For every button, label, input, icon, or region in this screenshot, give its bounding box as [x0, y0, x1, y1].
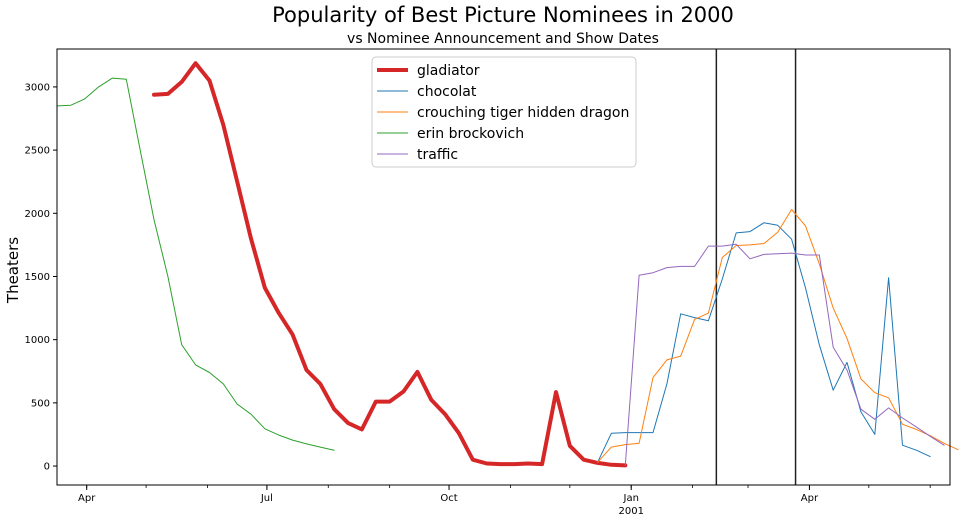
y-axis-label: Theaters: [4, 237, 22, 304]
series-line-traffic: [624, 243, 945, 466]
legend: [371, 56, 637, 168]
y-tick-label: 500: [31, 398, 50, 409]
y-tick-label: 2500: [25, 146, 50, 157]
y-tick-label: 3000: [25, 82, 50, 93]
x-tick-label: Jan: [623, 493, 639, 504]
chart-subtitle: vs Nominee Announcement and Show Dates: [347, 31, 659, 47]
x-tick-label: Apr: [801, 493, 819, 504]
series-line-erin-brockovich: [56, 77, 335, 451]
legend-label-gladiator: gladiator: [417, 63, 480, 79]
chart-title: Popularity of Best Picture Nominees in 2…: [272, 3, 734, 27]
y-tick-label: 1000: [25, 335, 50, 346]
x-tick-label: Apr: [78, 493, 96, 504]
y-tick-label: 0: [44, 462, 50, 473]
y-tick-label: 2000: [25, 209, 50, 220]
series-line-gladiator: [152, 61, 628, 468]
legend-label-crouching-tiger-hidden-dragon: crouching tiger hidden dragon: [417, 105, 629, 121]
x-tick-label: Jul: [260, 493, 273, 504]
x-tick-sublabel: 2001: [618, 506, 643, 517]
legend-label-chocolat: chocolat: [417, 84, 477, 100]
y-tick-label: 1500: [25, 272, 50, 283]
series-line-chocolat: [597, 222, 931, 463]
series-line-crouching-tiger-hidden-dragon: [597, 209, 959, 463]
plot-frame: [56, 48, 951, 486]
x-tick-label: Oct: [440, 493, 457, 504]
legend-label-erin-brockovich: erin brockovich: [417, 126, 524, 142]
legend-label-traffic: traffic: [417, 147, 458, 163]
